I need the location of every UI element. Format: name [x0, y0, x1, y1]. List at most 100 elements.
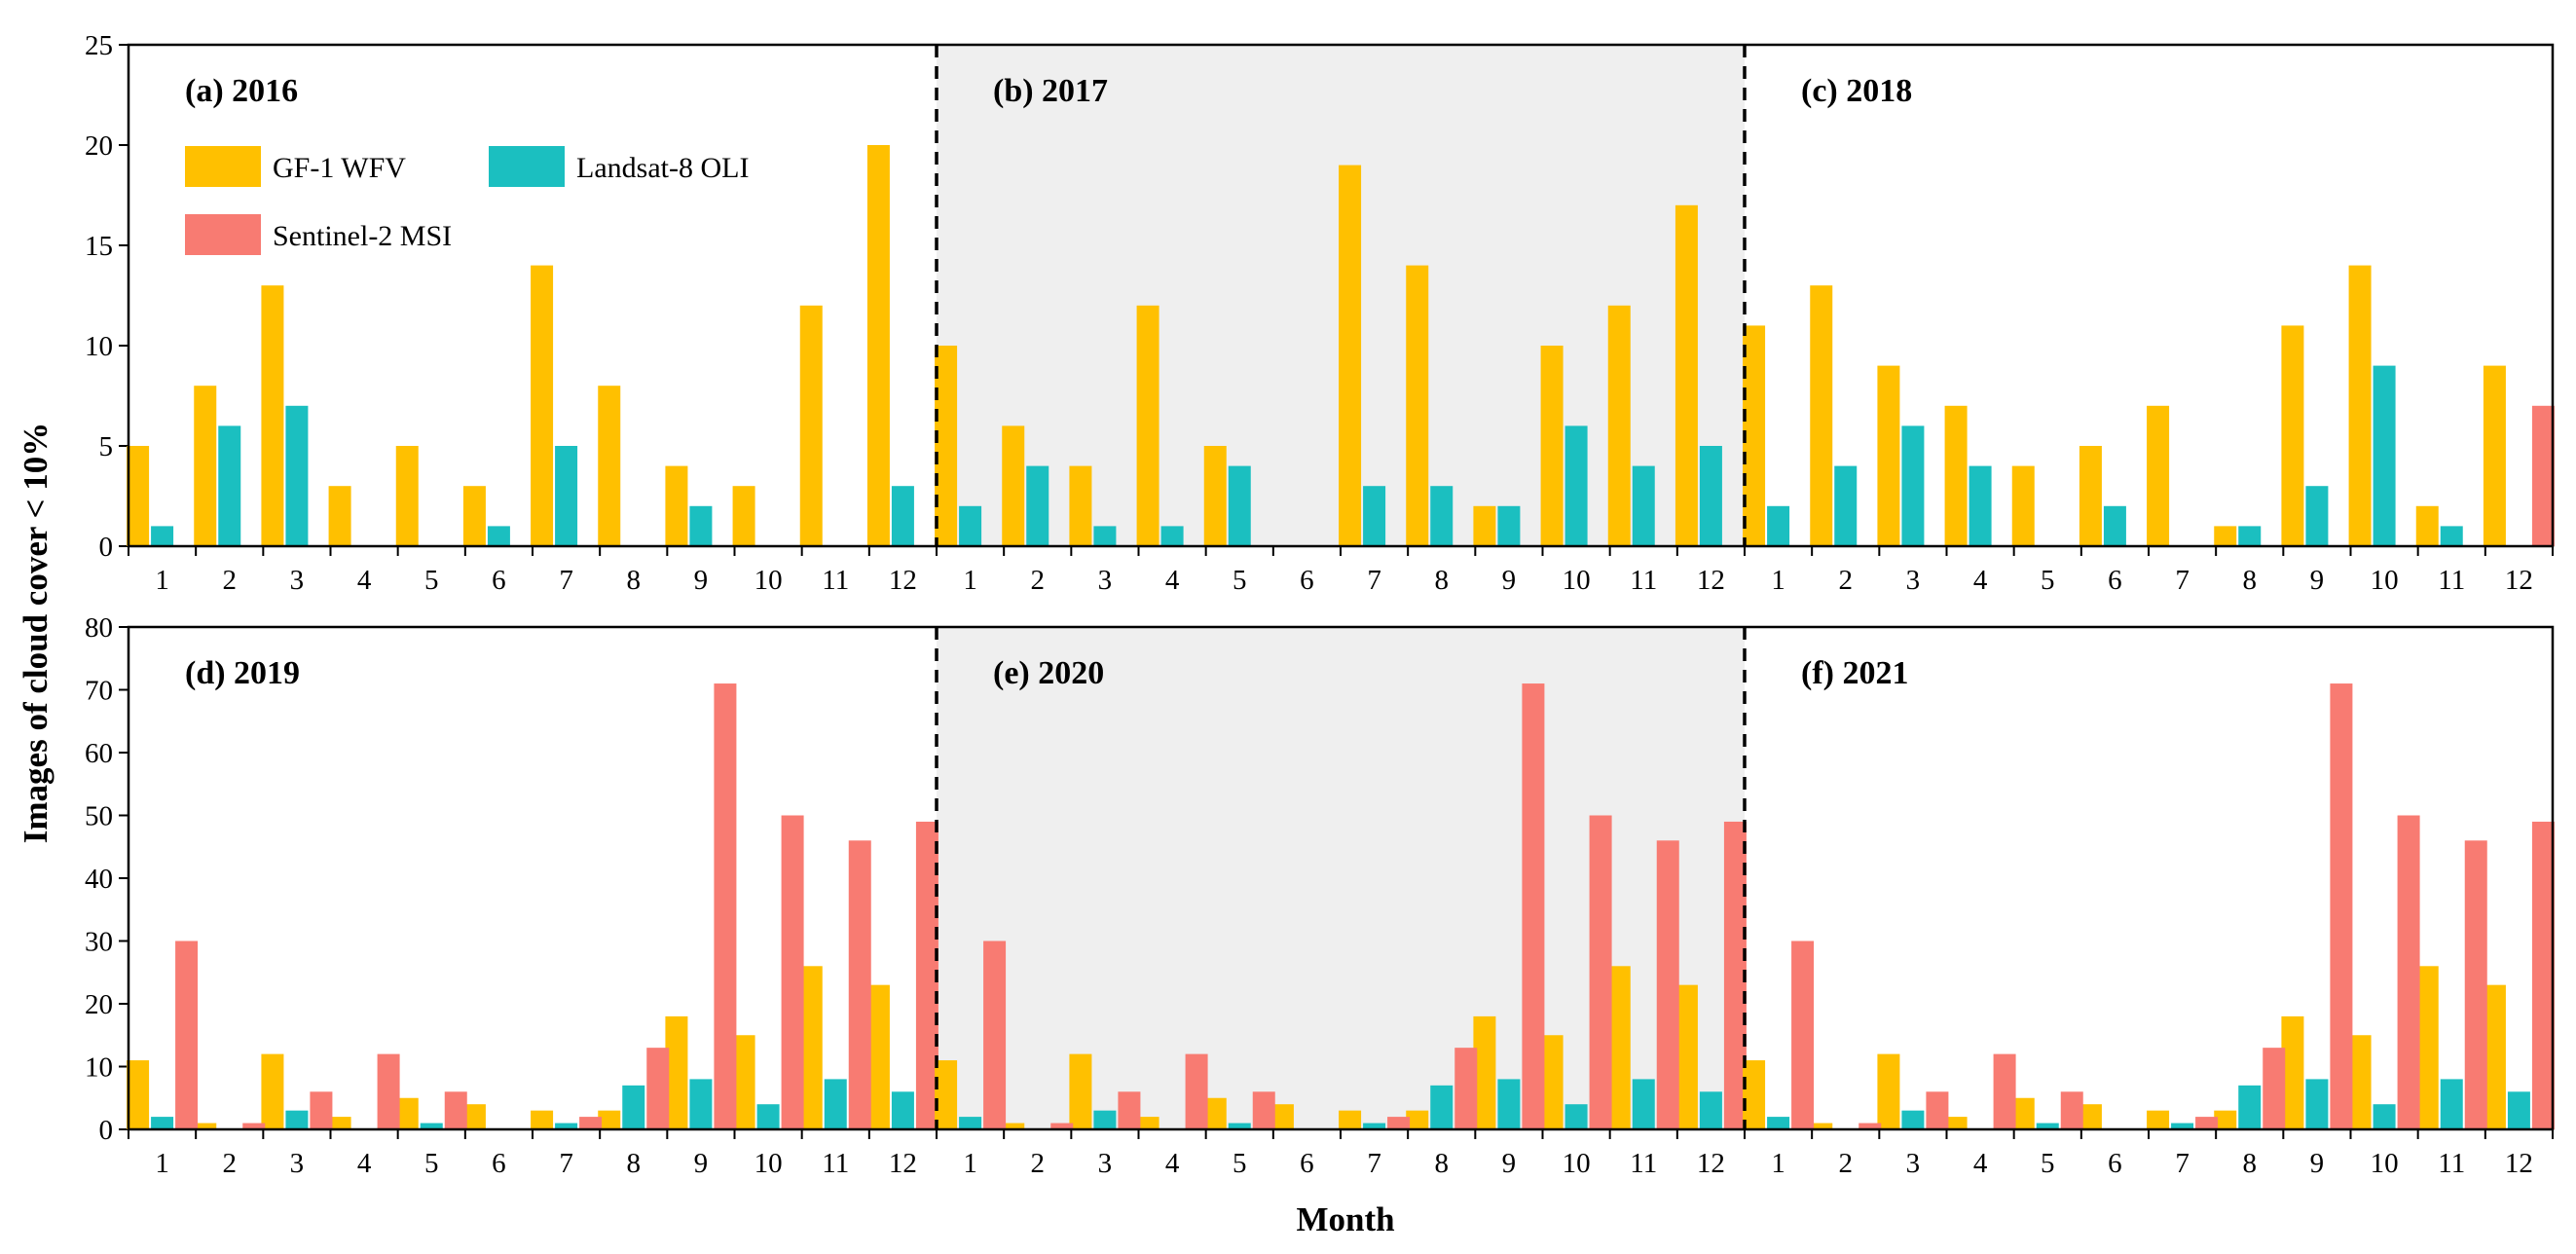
- x-tick-label: 12: [2505, 1148, 2533, 1179]
- bar-landsat-8-oli-m3: [285, 1110, 309, 1129]
- bar-gf-1-wfv-m10: [732, 1035, 755, 1129]
- bar-gf-1-wfv-m7: [531, 265, 554, 546]
- y-tick-label: 0: [99, 1115, 114, 1146]
- bar-sentinel-2-msi-m9: [1522, 683, 1545, 1129]
- x-tick-label: 7: [1367, 565, 1381, 596]
- bar-landsat-8-oli-m7: [555, 1123, 578, 1129]
- bar-sentinel-2-msi-m2: [1050, 1123, 1074, 1129]
- x-tick-label: 4: [357, 565, 372, 596]
- bar-sentinel-2-msi-m9: [2330, 683, 2353, 1129]
- bar-gf-1-wfv-m9: [665, 1015, 688, 1129]
- bar-gf-1-wfv-m1: [127, 1060, 150, 1129]
- x-tick-label: 8: [627, 565, 642, 596]
- bar-landsat-8-oli-m9: [2305, 1079, 2329, 1129]
- plot-frame: [127, 43, 2555, 548]
- bar-landsat-8-oli-m12: [1699, 446, 1722, 546]
- bar-gf-1-wfv-m8: [1406, 265, 1429, 546]
- x-tick-label: 1: [963, 565, 977, 596]
- bar-landsat-8-oli-m1: [1767, 1117, 1790, 1129]
- y-tick-label: 15: [85, 231, 113, 262]
- bar-sentinel-2-msi-m10: [781, 815, 804, 1129]
- y-tick-label: 80: [85, 612, 113, 644]
- bar-sentinel-2-msi-m7: [2195, 1117, 2219, 1129]
- bar-gf-1-wfv-m7: [2147, 1110, 2170, 1129]
- panel-title: (f) 2021: [1801, 655, 1908, 691]
- x-tick-label: 2: [1839, 565, 1854, 596]
- bar-gf-1-wfv-m11: [1607, 966, 1631, 1129]
- legend: GF-1 WFV Landsat-8 OLI Sentinel-2 MSI: [185, 146, 749, 255]
- bar-gf-1-wfv-m1: [935, 346, 958, 546]
- bar-landsat-8-oli-m11: [1632, 1079, 1655, 1129]
- bar-gf-1-wfv-m10: [732, 486, 755, 546]
- x-tick-label: 5: [424, 1148, 439, 1179]
- bar-gf-1-wfv-m4: [1944, 405, 1968, 546]
- bar-sentinel-2-msi-m11: [848, 840, 871, 1129]
- bar-sentinel-2-msi-m3: [310, 1091, 333, 1129]
- x-tick-label: 3: [290, 565, 305, 596]
- y-tick-label: 5: [99, 431, 114, 462]
- bar-landsat-8-oli-m11: [1632, 465, 1655, 546]
- x-tick-label: 12: [1697, 1148, 1725, 1179]
- panel-title: (d) 2019: [185, 655, 300, 691]
- y-tick-label: 40: [85, 864, 113, 895]
- bar-sentinel-2-msi-m10: [2397, 815, 2420, 1129]
- x-tick-label: 3: [1098, 1148, 1113, 1179]
- x-tick-label: 3: [1906, 565, 1921, 596]
- x-tick-label: 3: [290, 1148, 305, 1179]
- bar-gf-1-wfv-m11: [2415, 505, 2439, 546]
- bar-sentinel-2-msi-m2: [242, 1123, 266, 1129]
- plot-frame: [127, 625, 2555, 1131]
- bar-landsat-8-oli-m9: [1497, 505, 1521, 546]
- y-tick-label: 60: [85, 738, 113, 769]
- bar-gf-1-wfv-m11: [799, 966, 823, 1129]
- x-tick-label: 6: [2108, 1148, 2122, 1179]
- x-tick-label: 5: [2041, 1148, 2055, 1179]
- bar-sentinel-2-msi-m3: [1926, 1091, 1949, 1129]
- x-tick-label: 8: [2243, 1148, 2258, 1179]
- bar-landsat-8-oli-m1: [959, 1117, 982, 1129]
- bar-landsat-8-oli-m3: [1901, 1110, 1925, 1129]
- bar-landsat-8-oli-m9: [2305, 486, 2329, 546]
- bar-landsat-8-oli-m10: [756, 1104, 780, 1129]
- x-tick-label: 4: [357, 1148, 372, 1179]
- legend-swatch: [185, 214, 261, 255]
- legend-label: Landsat-8 OLI: [576, 152, 749, 184]
- bar-gf-1-wfv-m8: [598, 1110, 621, 1129]
- bar-gf-1-wfv-m1: [1743, 1060, 1766, 1129]
- bar-gf-1-wfv-m5: [2011, 1097, 2035, 1129]
- x-tick-label: 10: [754, 1148, 783, 1179]
- bar-gf-1-wfv-m3: [1877, 365, 1900, 546]
- bar-gf-1-wfv-m7: [2147, 405, 2170, 546]
- bar-gf-1-wfv-m2: [1002, 1123, 1025, 1129]
- x-tick-label: 12: [2505, 565, 2533, 596]
- x-tick-label: 9: [694, 1148, 709, 1179]
- x-tick-label: 5: [2041, 565, 2055, 596]
- bar-gf-1-wfv-m9: [665, 465, 688, 546]
- x-tick-label: 8: [2243, 565, 2258, 596]
- bar-gf-1-wfv-m3: [1069, 465, 1092, 546]
- bar-landsat-8-oli-m8: [622, 1085, 645, 1129]
- bar-gf-1-wfv-m7: [1339, 165, 1362, 546]
- x-tick-label: 10: [754, 565, 783, 596]
- bar-sentinel-2-msi-m11: [2464, 840, 2487, 1129]
- bar-gf-1-wfv-m12: [1674, 984, 1698, 1129]
- x-tick-label: 1: [1771, 1148, 1785, 1179]
- y-tick-label: 20: [85, 989, 113, 1020]
- y-tick-label: 10: [85, 331, 113, 362]
- x-tick-label: 2: [1839, 1148, 1854, 1179]
- bar-gf-1-wfv-m1: [1743, 325, 1766, 546]
- x-tick-label: 9: [2310, 1148, 2325, 1179]
- bar-landsat-8-oli-m2: [1026, 465, 1049, 546]
- y-tick-label: 0: [99, 532, 114, 563]
- x-tick-label: 6: [492, 1148, 506, 1179]
- bar-gf-1-wfv-m6: [2079, 446, 2102, 546]
- bar-landsat-8-oli-m11: [824, 1079, 847, 1129]
- x-tick-label: 1: [155, 1148, 169, 1179]
- bar-gf-1-wfv-m9: [2281, 325, 2304, 546]
- bar-sentinel-2-msi-m12: [915, 821, 938, 1129]
- bar-gf-1-wfv-m3: [1877, 1053, 1900, 1129]
- x-tick-label: 11: [822, 565, 849, 596]
